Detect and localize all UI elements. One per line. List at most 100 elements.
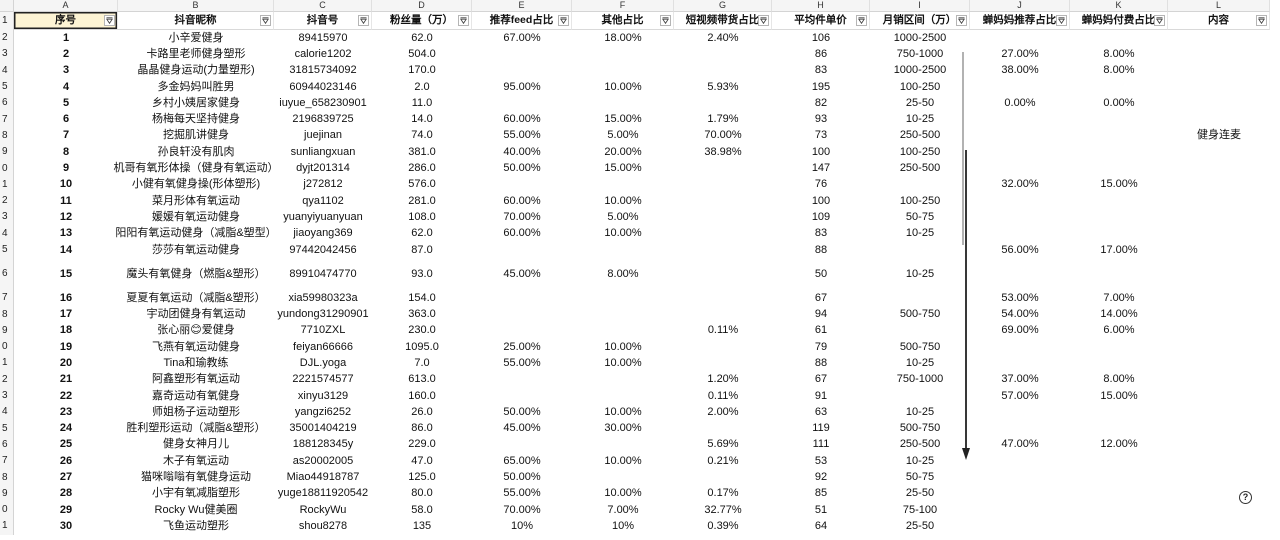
cell-G11[interactable] <box>674 177 772 193</box>
cell-H5[interactable]: 195 <box>811 80 831 93</box>
cell-J18[interactable]: 54.00% <box>1001 308 1039 321</box>
cell-L28[interactable] <box>1168 469 1270 485</box>
cell-A18[interactable]: 17 <box>59 308 73 321</box>
cell-J16[interactable] <box>970 258 1070 290</box>
cell-J30[interactable] <box>970 502 1070 518</box>
cell-I25[interactable]: 500-750 <box>899 422 941 435</box>
cell-F17[interactable] <box>572 290 674 306</box>
cell-K30[interactable] <box>1070 502 1168 518</box>
cell-D28[interactable]: 125.0 <box>408 471 436 484</box>
cell-L30[interactable] <box>1168 502 1270 518</box>
cell-D12[interactable]: 281.0 <box>408 194 436 207</box>
cell-H13[interactable]: 109 <box>811 210 831 223</box>
cell-A14[interactable]: 13 <box>59 227 73 240</box>
row-header-23[interactable]: 3 <box>0 387 14 405</box>
cell-G10[interactable] <box>674 160 772 176</box>
cell-F27[interactable]: 10.00% <box>604 454 642 467</box>
cell-K25[interactable] <box>1070 421 1168 437</box>
cell-J7[interactable] <box>970 111 1070 127</box>
cell-J2[interactable] <box>970 30 1070 46</box>
cell-K28[interactable] <box>1070 469 1168 485</box>
cell-A4[interactable]: 3 <box>62 64 70 77</box>
cell-B28[interactable]: 猫咪嗡嗡有氧健身运动 <box>141 471 251 484</box>
cell-A19[interactable]: 18 <box>59 324 73 337</box>
cell-B6[interactable]: 乡村小姨居家健身 <box>152 96 240 109</box>
cell-G24[interactable]: 2.00% <box>707 405 739 418</box>
filter-button[interactable] <box>758 15 769 26</box>
cell-I4[interactable]: 1000-2500 <box>893 64 947 77</box>
cell-K13[interactable] <box>1070 209 1168 225</box>
cell-I16[interactable]: 10-25 <box>905 267 935 280</box>
cell-I18[interactable]: 500-750 <box>899 308 941 321</box>
cell-B14[interactable]: 阳阳有氧运动健身（减脂&塑型） <box>115 227 277 240</box>
cell-F13[interactable]: 5.00% <box>607 210 639 223</box>
cell-B7[interactable]: 杨梅每天坚持健身 <box>152 113 240 126</box>
header-cell-H[interactable]: 平均件单价 <box>772 12 870 30</box>
cell-G25[interactable] <box>674 421 772 437</box>
cell-L3[interactable] <box>1168 46 1270 62</box>
cell-K29[interactable] <box>1070 486 1168 502</box>
cell-I20[interactable]: 500-750 <box>899 340 941 353</box>
cell-A2[interactable]: 1 <box>62 31 70 44</box>
row-header-1[interactable]: 1 <box>0 12 14 30</box>
cell-H2[interactable]: 106 <box>811 31 831 44</box>
cell-D21[interactable]: 7.0 <box>414 356 430 369</box>
cell-A21[interactable]: 20 <box>59 356 73 369</box>
cell-F28[interactable] <box>572 469 674 485</box>
cell-J14[interactable] <box>970 226 1070 242</box>
cell-H30[interactable]: 51 <box>814 503 828 516</box>
column-header-F[interactable]: F <box>572 0 674 12</box>
cell-K6[interactable]: 0.00% <box>1103 96 1135 109</box>
cell-K9[interactable] <box>1070 144 1168 160</box>
cell-K10[interactable] <box>1070 160 1168 176</box>
header-cell-G[interactable]: 短视频带货占比 <box>674 12 772 30</box>
cell-L16[interactable] <box>1168 258 1270 290</box>
select-all-corner[interactable] <box>0 0 14 12</box>
column-header-D[interactable]: D <box>372 0 472 12</box>
cell-J3[interactable]: 27.00% <box>1001 47 1039 60</box>
cell-E9[interactable]: 40.00% <box>503 145 541 158</box>
cell-C20[interactable]: feiyan66666 <box>293 340 353 353</box>
cell-C14[interactable]: jiaoyang369 <box>293 227 353 240</box>
row-header-3[interactable]: 3 <box>0 46 14 63</box>
cell-A15[interactable]: 14 <box>59 243 73 256</box>
cell-A27[interactable]: 26 <box>59 454 73 467</box>
cell-J17[interactable]: 53.00% <box>1001 291 1039 304</box>
cell-C24[interactable]: yangzi6252 <box>294 405 352 418</box>
cell-D29[interactable]: 80.0 <box>411 487 433 500</box>
cell-J10[interactable] <box>970 160 1070 176</box>
cell-F14[interactable]: 10.00% <box>604 227 642 240</box>
cell-E24[interactable]: 50.00% <box>503 405 541 418</box>
cell-C2[interactable]: 89415970 <box>298 31 348 44</box>
cell-D2[interactable]: 62.0 <box>411 31 433 44</box>
cell-D15[interactable]: 87.0 <box>411 243 433 256</box>
cell-G29[interactable]: 0.17% <box>707 487 739 500</box>
cell-J15[interactable]: 56.00% <box>1001 243 1039 256</box>
cell-E29[interactable]: 55.00% <box>503 487 541 500</box>
cell-C29[interactable]: yuge18811920542 <box>277 487 369 500</box>
cell-D5[interactable]: 2.0 <box>414 80 430 93</box>
row-header-17[interactable]: 7 <box>0 290 14 307</box>
cell-E17[interactable] <box>472 290 572 306</box>
cell-L20[interactable] <box>1168 339 1270 355</box>
cell-G16[interactable] <box>674 258 772 290</box>
cell-L22[interactable] <box>1168 372 1270 388</box>
cell-F8[interactable]: 5.00% <box>607 129 639 142</box>
cell-G17[interactable] <box>674 290 772 306</box>
cell-G9[interactable]: 38.98% <box>704 145 742 158</box>
cell-C22[interactable]: 2221574577 <box>292 373 354 386</box>
cell-J26[interactable]: 47.00% <box>1001 438 1039 451</box>
cell-C17[interactable]: xia59980323a <box>288 291 358 304</box>
row-header-22[interactable]: 2 <box>0 371 14 388</box>
column-header-B[interactable]: B <box>118 0 274 12</box>
row-header-11[interactable]: 1 <box>0 176 14 193</box>
cell-C3[interactable]: calorie1202 <box>294 47 352 60</box>
cell-E3[interactable] <box>472 46 572 62</box>
cell-G12[interactable] <box>674 193 772 209</box>
cell-D6[interactable]: 11.0 <box>411 96 433 109</box>
header-cell-L[interactable]: 内容 <box>1168 12 1270 30</box>
cell-C23[interactable]: xinyu3129 <box>297 389 349 402</box>
cell-A5[interactable]: 4 <box>62 80 70 93</box>
cell-D7[interactable]: 14.0 <box>411 113 433 126</box>
cell-C6[interactable]: iuyue_658230901 <box>279 96 367 109</box>
